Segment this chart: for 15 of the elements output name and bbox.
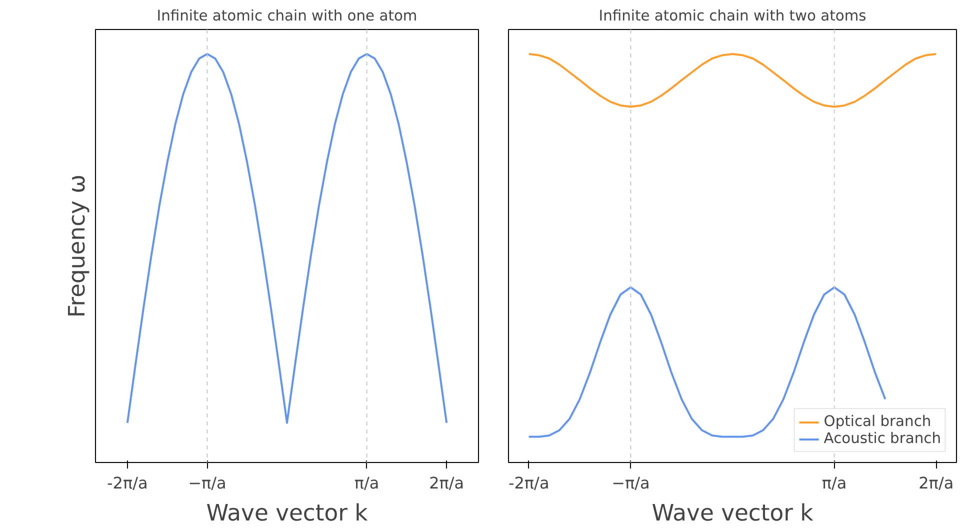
x-tick-label: -2π/a [508,474,550,492]
x-axis-title: Wave vector k [206,500,369,526]
x-tick-label: π/a [354,474,380,492]
legend-label: Optical branch [824,413,932,430]
chart-title: Infinite atomic chain with one atom [156,8,418,24]
x-tick-label: −π/a [612,474,650,492]
x-axis-title: Wave vector k [652,500,814,526]
x-tick-label: 2π/a [918,474,954,492]
chart-title: Infinite atomic chain with two atoms [598,8,866,24]
legend-label: Acoustic branch [824,430,941,447]
x-tick-label: 2π/a [429,474,464,492]
y-axis-title: Frequency ω [64,174,90,318]
x-tick-label: π/a [822,474,847,492]
x-tick-label: −π/a [188,474,226,492]
x-tick-label: -2π/a [107,474,148,492]
